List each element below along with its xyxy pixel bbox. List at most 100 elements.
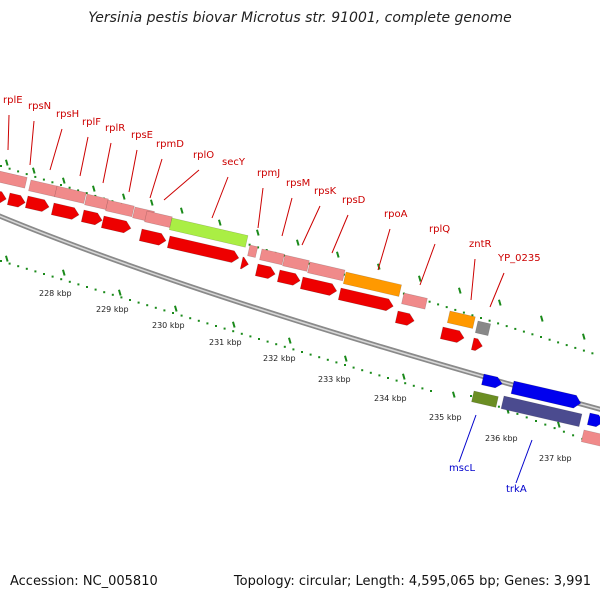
tick-dot: [60, 278, 63, 281]
cds-arrow: [80, 209, 103, 226]
backbone-line: [0, 213, 600, 412]
tick-dot: [471, 314, 474, 317]
tick-dot: [591, 352, 594, 355]
tick-dot: [257, 246, 260, 249]
major-tick: [498, 299, 502, 306]
label-leader: [419, 243, 436, 286]
tick-dot: [154, 306, 157, 309]
major-tick: [256, 229, 260, 236]
major-tick: [452, 391, 456, 398]
tick-dot: [172, 312, 174, 314]
tick-dot: [445, 306, 448, 309]
scale-label: 235 kbp: [429, 413, 462, 422]
feature-layer: [0, 169, 600, 447]
tick-dot: [308, 262, 311, 265]
tick-dot: [361, 369, 364, 372]
label-leader: [377, 228, 391, 271]
major-tick: [231, 321, 236, 328]
major-tick: [344, 355, 348, 362]
major-tick: [336, 251, 340, 258]
tick-dot: [129, 299, 131, 301]
gene-label-rpsK: rpsK: [314, 186, 337, 197]
tick-dot: [430, 390, 432, 392]
tick-dot: [94, 194, 97, 197]
major-tick: [173, 305, 178, 312]
gene-label-rpsD: rpsD: [342, 195, 366, 206]
label-leader: [257, 187, 264, 229]
gene-block: [0, 169, 28, 189]
tick-dot: [574, 346, 577, 349]
tick-dot: [497, 405, 500, 408]
major-tick: [458, 287, 462, 294]
gene-label-trkA: trkA: [506, 484, 527, 495]
tick-dot: [248, 243, 251, 246]
major-tick: [402, 373, 406, 380]
tick-dot: [553, 427, 556, 430]
cds-arrow: [337, 287, 394, 312]
gene-block-YP_0235: [474, 320, 492, 336]
cds-arrow: [138, 228, 167, 246]
cds-arrow: [24, 195, 50, 212]
tick-dot: [562, 430, 565, 433]
cds-arrow-reverse: [481, 373, 503, 389]
label-leader: [281, 197, 293, 237]
major-tick: [557, 421, 561, 428]
tick-dot: [51, 275, 54, 278]
cds-arrow: [100, 215, 132, 234]
tick-dot: [437, 303, 440, 306]
scale-label: 232 kbp: [263, 354, 296, 363]
tick-dot: [582, 349, 585, 352]
tick-dot: [85, 192, 88, 195]
label-leader: [301, 205, 321, 246]
major-tick: [31, 167, 36, 174]
tick-dot: [557, 341, 560, 344]
gene-block: [247, 244, 259, 258]
label-leader: [458, 414, 477, 463]
tick-dot: [249, 335, 252, 338]
tick-dot: [404, 382, 407, 385]
tick-dot: [189, 317, 192, 320]
major-tick: [582, 333, 586, 340]
tick-dot: [34, 270, 37, 273]
tick-dot: [462, 311, 465, 314]
tick-dot: [344, 364, 346, 366]
major-tick: [118, 289, 122, 296]
cds-arrow: [166, 235, 240, 263]
tick-dot: [283, 345, 286, 348]
scale-label: 230 kbp: [152, 321, 185, 330]
gene-label-rpsM: rpsM: [286, 178, 310, 189]
cds-arrow: [50, 202, 80, 220]
tick-dot: [17, 170, 20, 173]
tick-dot: [378, 374, 381, 377]
tick-dot: [421, 387, 424, 390]
tick-dot: [206, 322, 209, 325]
cds-arrow: [394, 310, 415, 326]
tick-dot: [395, 379, 398, 382]
tick-dot: [25, 173, 28, 176]
gene-block-trkA: [500, 395, 583, 428]
gene-label-secY: secY: [222, 157, 246, 168]
cds-arrow: [470, 337, 483, 351]
tick-dot: [103, 291, 106, 294]
tick-dot: [223, 327, 226, 330]
major-tick: [540, 315, 544, 322]
cds-arrow: [439, 326, 465, 343]
gene-label-rplR: rplR: [105, 123, 125, 134]
major-tick: [62, 269, 66, 276]
cds-arrow: [299, 276, 338, 296]
label-leader: [79, 136, 89, 177]
major-tick: [288, 337, 292, 344]
major-tick: [149, 199, 154, 206]
label-leader: [7, 114, 10, 151]
gene-block: [401, 292, 428, 310]
tick-dot: [454, 308, 457, 311]
tick-dot: [77, 189, 80, 192]
tick-dot: [68, 280, 71, 283]
gene-label-zntR: zntR: [469, 239, 492, 250]
tick-dot: [292, 348, 295, 351]
tick-dot: [275, 343, 278, 346]
tick-dot: [335, 361, 338, 364]
tick-dot: [240, 332, 243, 335]
major-tick: [180, 207, 184, 214]
tick-dot: [0, 260, 2, 262]
